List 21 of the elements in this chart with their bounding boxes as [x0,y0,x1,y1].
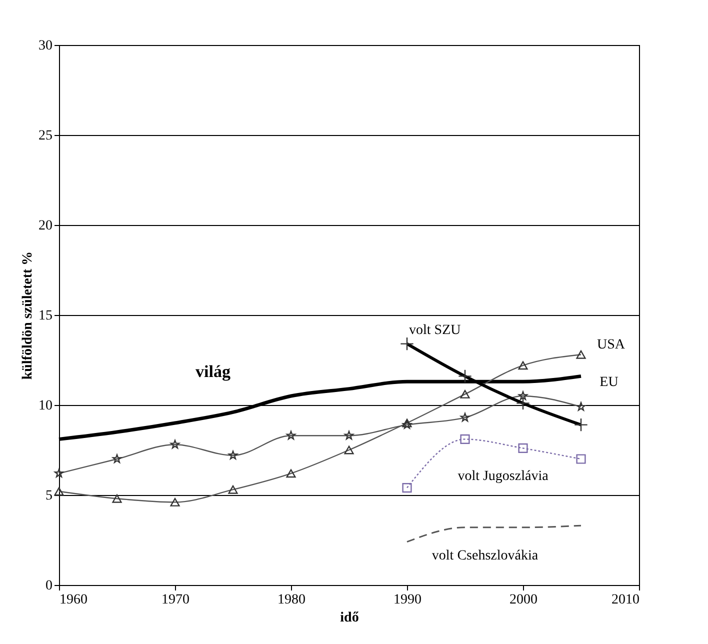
x-axis-title: idő [340,610,359,626]
series-label: USA [596,338,626,353]
y-tick-label: 20 [38,218,52,234]
x-tick-label: 2000 [510,592,538,608]
series-label: volt Jugoszlávia [458,469,550,484]
y-tick-label: 5 [46,488,52,504]
series-label: EU [600,374,618,390]
x-tick-label: 2010 [612,592,640,608]
series-label: volt SZU [409,322,461,338]
y-tick-label: 30 [38,38,52,54]
y-tick-label: 15 [38,308,52,324]
y-tick-label: 25 [38,128,52,144]
x-tick-label: 1960 [60,592,88,608]
y-tick-label: 0 [46,578,52,594]
series-label: világ [196,362,231,382]
y-axis-title: külföldön született % [20,251,36,380]
x-tick-label: 1980 [278,592,306,608]
x-tick-label: 1970 [162,592,190,608]
series-label: volt Csehszlovákia [432,548,539,564]
x-tick-label: 1990 [394,592,422,608]
y-tick-label: 10 [38,398,52,414]
